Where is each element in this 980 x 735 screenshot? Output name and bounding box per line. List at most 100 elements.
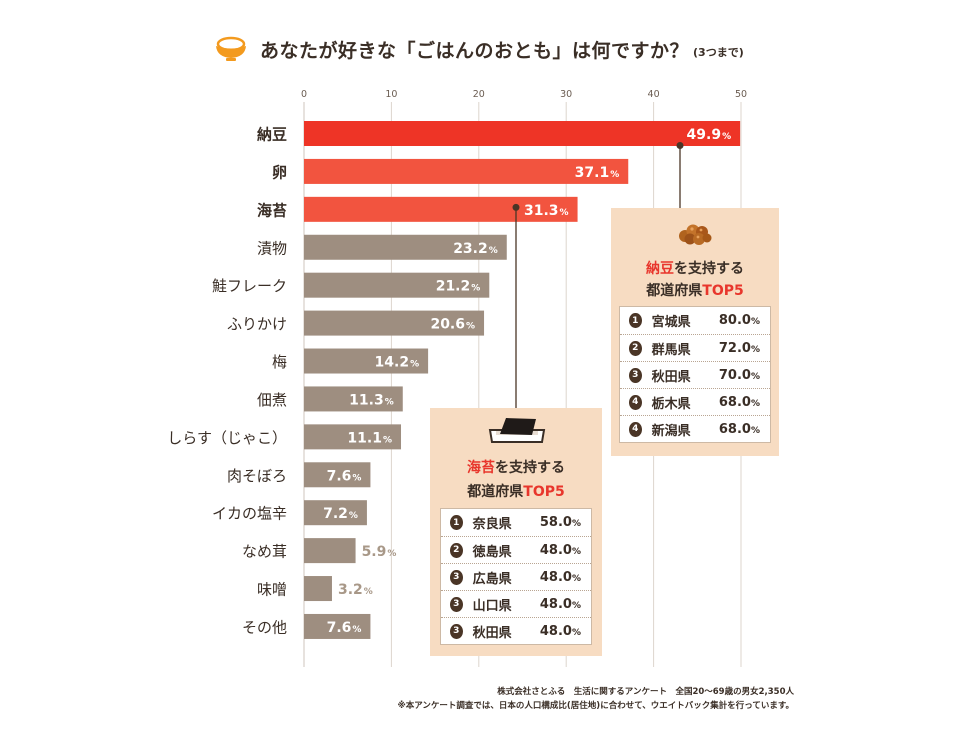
prefecture-name: 秋田県 — [651, 369, 691, 385]
natto-box-title-top5: TOP5 — [702, 283, 744, 299]
percent-unit: % — [750, 344, 760, 355]
nori-rank-row: 3 秋田県 48.0% — [441, 617, 591, 644]
data-label: 23.2% — [453, 241, 498, 257]
category-label: 納豆 — [257, 126, 287, 144]
category-label: 海苔 — [257, 201, 287, 219]
prefecture-name: 群馬県 — [651, 342, 691, 358]
natto-box-title-line2: 都道府県TOP5 — [611, 280, 779, 300]
bar — [304, 576, 332, 602]
rice-bowl-icon — [216, 36, 246, 61]
data-label: 31.3% — [524, 203, 569, 219]
nori-box-title-prefix: 都道府県 — [467, 484, 524, 500]
nori-connector-dot — [512, 203, 520, 211]
rank-badge: 4 — [629, 421, 642, 437]
prefecture-name: 栃木県 — [651, 396, 691, 412]
footer-source: 株式会社さとふる 生活に関するアンケート 全国20～69歳の男女2,350人 — [497, 687, 794, 697]
natto-rank-row: 4 新潟県 68.0% — [620, 415, 770, 442]
data-label: 37.1% — [575, 165, 620, 181]
category-label: ふりかけ — [227, 315, 287, 333]
prefecture-name: 徳島県 — [472, 544, 512, 560]
nori-rank-table: 1 奈良県 58.0% 2 徳島県 48.0% 3 広島県 48.0% 3 山口県 48.0% 3 秋田県… — [440, 508, 592, 645]
data-label: 7.6% — [327, 620, 362, 636]
natto-rank-row: 4 栃木県 68.0% — [620, 388, 770, 415]
data-label: 5.9% — [362, 544, 397, 560]
category-label: 梅 — [272, 353, 287, 371]
x-tick-label: 30 — [560, 89, 572, 100]
nori-box-title-rest: を支持する — [495, 460, 565, 476]
prefecture-name: 山口県 — [472, 598, 512, 614]
data-label: 21.2% — [436, 279, 481, 295]
nori-top5-box: 海苔を支持する 都道府県TOP5 1 奈良県 58.0% 2 徳島県 48.0% 3 広島県 4… — [430, 408, 602, 656]
bar — [304, 462, 371, 488]
percent-unit: % — [571, 546, 581, 557]
natto-rank-row: 2 群馬県 72.0% — [620, 334, 770, 361]
category-label: 肉そぼろ — [227, 467, 287, 485]
data-label: 11.3% — [349, 392, 394, 408]
category-label: イカの塩辛 — [212, 505, 287, 523]
category-label: 漬物 — [257, 239, 287, 257]
data-label: 3.2% — [338, 582, 373, 598]
x-tick-label: 10 — [385, 89, 397, 100]
category-label: 佃煮 — [257, 391, 287, 409]
bar — [304, 272, 490, 298]
nori-rank-row: 1 奈良県 58.0% — [441, 509, 591, 536]
rank-badge: 2 — [450, 542, 463, 558]
data-label: 11.1% — [347, 430, 392, 446]
category-label: 卵 — [272, 163, 287, 181]
title-row: あなたが好きな「ごはんのおとも」は何ですか？ (3つまで) — [214, 32, 744, 66]
natto-box-title-highlight: 納豆 — [646, 261, 674, 277]
prefecture-value: 48.0% — [539, 596, 581, 612]
nori-rank-row: 3 山口県 48.0% — [441, 590, 591, 617]
data-label: 7.6% — [327, 468, 362, 484]
percent-unit: % — [571, 627, 581, 638]
natto-rank-row: 3 秋田県 70.0% — [620, 361, 770, 388]
rank-badge: 1 — [450, 515, 463, 530]
category-label: その他 — [242, 618, 287, 636]
natto-rank-row: 1 宮城県 80.0% — [620, 307, 770, 334]
bar — [304, 500, 367, 526]
natto-box-title: 納豆を支持する — [611, 258, 779, 278]
nori-box-title: 海苔を支持する — [430, 457, 602, 477]
prefecture-name: 秋田県 — [472, 625, 512, 641]
prefecture-name: 広島県 — [472, 571, 512, 587]
prefecture-name: 宮城県 — [651, 315, 691, 330]
rank-badge: 3 — [450, 596, 463, 612]
percent-unit: % — [750, 317, 760, 327]
nori-rank-row: 2 徳島県 48.0% — [441, 536, 591, 563]
x-tick-label: 0 — [301, 89, 307, 100]
natto-box-title-prefix: 都道府県 — [646, 283, 703, 299]
bar — [304, 613, 371, 639]
data-label: 14.2% — [375, 355, 420, 371]
rank-badge: 1 — [629, 313, 642, 328]
bar — [304, 386, 403, 412]
percent-unit: % — [571, 600, 581, 611]
footer-weighting-note: ※本アンケート調査では、日本の人口構成比(居住地)に合わせて、ウエイトバック集計… — [397, 701, 795, 711]
nori-rank-row: 3 広島県 48.0% — [441, 563, 591, 590]
data-label: 7.2% — [323, 506, 358, 522]
prefecture-name: 新潟県 — [651, 423, 691, 439]
rank-badge: 3 — [450, 623, 463, 639]
percent-unit: % — [750, 425, 760, 436]
x-tick-label: 50 — [735, 89, 747, 100]
nori-icon — [488, 418, 546, 443]
percent-unit: % — [571, 519, 581, 529]
bar — [304, 196, 578, 222]
data-label: 20.6% — [430, 317, 475, 333]
natto-icon — [679, 224, 712, 245]
bar — [304, 234, 507, 260]
data-label: 49.9% — [687, 127, 732, 143]
prefecture-value: 58.0% — [539, 515, 581, 530]
chart-subtitle: (3つまで) — [693, 46, 744, 59]
rank-badge: 3 — [450, 569, 463, 585]
x-tick-label: 20 — [473, 89, 485, 100]
category-label: 鮭フレーク — [212, 277, 287, 295]
prefecture-value: 48.0% — [539, 569, 581, 585]
x-tick-label: 40 — [648, 89, 660, 100]
bar — [304, 538, 356, 564]
bar — [304, 348, 429, 374]
bar — [304, 158, 629, 184]
prefecture-value: 68.0% — [718, 394, 760, 410]
nori-box-title-top5: TOP5 — [523, 484, 565, 500]
